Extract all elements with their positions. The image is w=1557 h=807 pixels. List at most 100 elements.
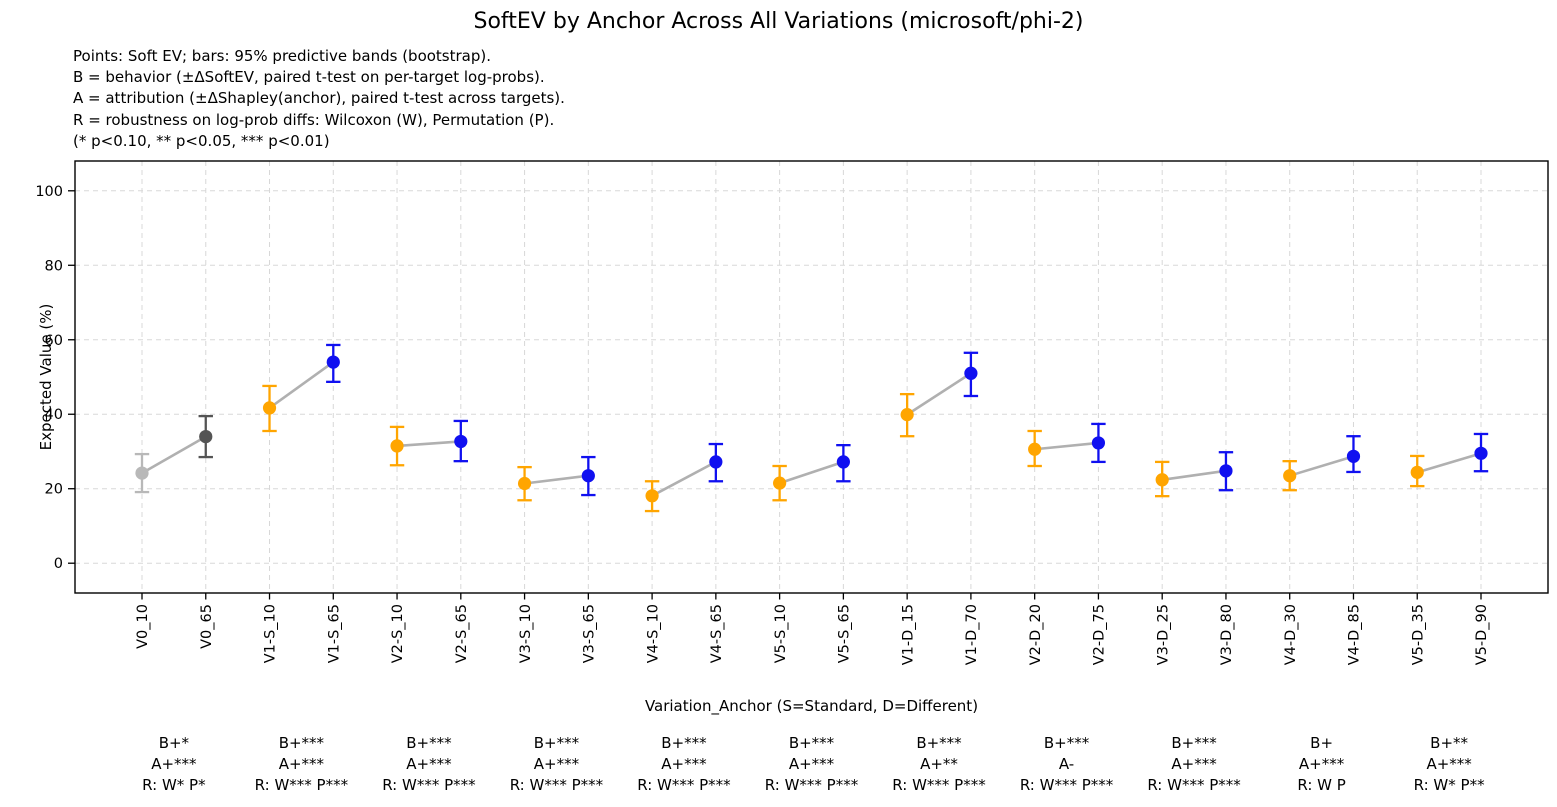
annotation-line: R: W*** P*** — [509, 776, 604, 794]
annotation-line: B+*** — [278, 734, 325, 752]
data-point — [1028, 442, 1042, 456]
subtitle-line: Points: Soft EV; bars: 95% predictive ba… — [73, 47, 492, 65]
data-point — [1219, 464, 1233, 478]
annotation-line: R: W*** P*** — [764, 776, 859, 794]
pair-connector — [1034, 441, 1099, 451]
subtitle-line: R = robustness on log-prob diffs: Wilcox… — [73, 110, 555, 129]
y-tick-label: 100 — [35, 184, 63, 200]
annotation-line: R: W*** P*** — [254, 776, 349, 794]
x-tick-label: V4-D_30 — [1283, 604, 1299, 665]
annotation-line: B+* — [158, 734, 190, 752]
data-point — [1091, 436, 1106, 450]
data-point — [581, 469, 595, 483]
x-tick-label: V0_65 — [199, 604, 215, 649]
x-tick-label: V2-D_20 — [1028, 604, 1044, 665]
data-point — [709, 455, 723, 469]
annotation-line: B+*** — [406, 734, 452, 752]
data-point — [1346, 449, 1361, 463]
y-tick-label: 80 — [45, 258, 63, 274]
y-tick-label: 0 — [54, 556, 63, 572]
pair-connector — [1289, 455, 1354, 477]
x-tick-label: V5-D_35 — [1410, 604, 1426, 665]
data-point — [454, 434, 468, 449]
annotation-line: R: W*** P*** — [892, 776, 986, 794]
data-point — [836, 455, 850, 469]
plot-border — [74, 160, 1549, 594]
annotation-line: R: W*** P*** — [382, 776, 476, 794]
pair-annotation: B+*** A+*** R: W*** P*** — [637, 733, 730, 796]
pair-annotation: B+*** A- R: W*** P*** — [1020, 733, 1113, 796]
pair-annotation: B+*** A+*** R: W*** P*** — [510, 733, 603, 796]
x-tick-label: V3-D_80 — [1219, 604, 1235, 665]
annotation-line: A+*** — [661, 755, 707, 773]
subtitle-line: B = behavior (±ΔSoftEV, paired t-test on… — [73, 68, 545, 87]
data-point — [262, 401, 277, 415]
data-point — [773, 476, 787, 490]
pair-connector — [651, 460, 717, 497]
pair-annotation: B+*** A+*** R: W*** P*** — [765, 733, 858, 796]
data-point — [135, 466, 149, 480]
pair-annotation: B+ A+*** R: W P — [1297, 733, 1345, 796]
data-point — [1410, 465, 1424, 479]
x-tick-label: V5-S_65 — [837, 604, 853, 663]
subtitle-line: A = attribution (±ΔShapley(anchor), pair… — [73, 89, 565, 108]
annotation-line: A+*** — [1426, 755, 1472, 773]
x-tick-label: V1-D_15 — [900, 604, 916, 665]
annotation-line: R: W*** P*** — [1019, 776, 1114, 794]
y-tick-label: 60 — [45, 333, 63, 349]
annotation-line: B+ — [1310, 734, 1334, 752]
data-point — [1283, 469, 1297, 483]
annotation-line: R: W*** P*** — [637, 776, 731, 794]
annotation-line: A+*** — [533, 755, 580, 773]
x-tick-label: V1-S_65 — [326, 604, 342, 663]
data-point — [326, 355, 340, 369]
data-point — [390, 439, 404, 453]
annotation-line: A+*** — [1298, 755, 1345, 773]
subtitle-line: (* p<0.10, ** p<0.05, *** p<0.01) — [73, 131, 330, 150]
data-point — [1474, 446, 1488, 460]
pair-connector — [524, 474, 589, 485]
annotation-line: B+*** — [661, 734, 707, 752]
data-point — [645, 489, 659, 503]
annotation-line: B+*** — [788, 734, 835, 752]
pair-connector — [1162, 469, 1227, 482]
data-point — [900, 408, 914, 422]
annotation-line: A- — [1058, 755, 1075, 773]
pair-connector — [779, 460, 844, 485]
chart-title: SoftEV by Anchor Across All Variations (… — [473, 9, 1084, 34]
annotation-line: R: W* P* — [142, 776, 206, 794]
data-point — [964, 366, 978, 380]
annotation-line: A+*** — [151, 755, 197, 773]
data-point — [1155, 473, 1169, 487]
annotation-line: B+*** — [1171, 734, 1217, 752]
annotation-line: A+*** — [788, 755, 835, 773]
pair-connector — [396, 440, 461, 448]
x-tick-label: V5-D_90 — [1474, 604, 1490, 665]
x-tick-label: V2-S_10 — [390, 604, 406, 663]
data-point — [517, 476, 532, 491]
x-tick-label: V1-D_70 — [964, 604, 980, 665]
x-tick-label: V0_10 — [135, 604, 151, 649]
pair-annotation: B+*** A+*** R: W*** P*** — [255, 733, 348, 796]
x-tick-label: V5-S_10 — [773, 604, 789, 663]
x-tick-label: V3-D_25 — [1155, 604, 1171, 665]
annotation-line: B+*** — [916, 734, 962, 752]
x-axis-label: Variation_Anchor (S=Standard, D=Differen… — [644, 697, 979, 715]
annotation-line: A+*** — [278, 755, 325, 773]
pair-annotation: B+*** A+*** R: W*** P*** — [382, 733, 475, 796]
pair-connector — [1416, 452, 1482, 474]
y-tick-label: 40 — [45, 407, 63, 423]
pair-connector — [906, 372, 972, 416]
annotation-line: B+*** — [1043, 734, 1090, 752]
annotation-line: B+** — [1430, 734, 1469, 752]
x-tick-label: V4-D_85 — [1347, 604, 1363, 665]
pair-annotation: B+*** A+*** R: W*** P*** — [1147, 733, 1240, 796]
y-axis-label: Expected Value (%) — [37, 303, 55, 451]
pair-annotation: B+* A+*** R: W* P* — [142, 733, 205, 796]
annotation-line: R: W*** P*** — [1147, 776, 1241, 794]
annotation-line: A+*** — [406, 755, 452, 773]
x-tick-label: V2-S_65 — [454, 604, 470, 663]
x-tick-label: V3-S_10 — [518, 604, 534, 663]
annotation-line: A+** — [920, 755, 958, 773]
